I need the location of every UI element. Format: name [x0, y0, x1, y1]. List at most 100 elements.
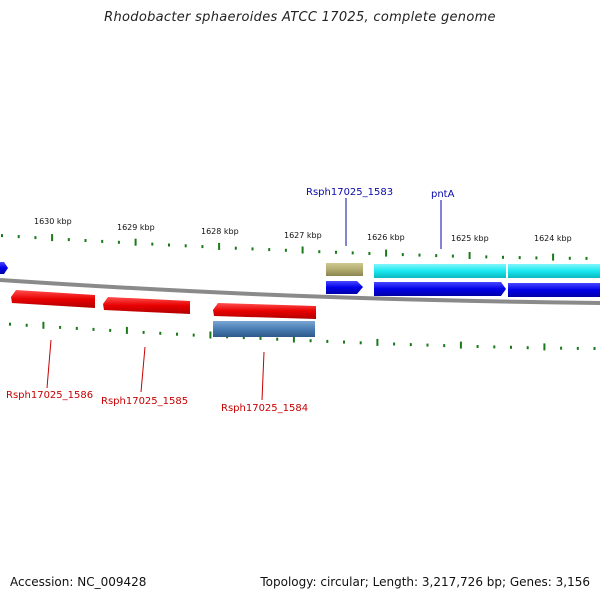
minor-tick	[443, 344, 446, 348]
genome-backbone	[0, 278, 600, 305]
major-tick	[51, 234, 54, 242]
minor-tick	[393, 342, 396, 346]
scale-label-1626: 1626 kbp	[367, 233, 405, 242]
minor-tick	[585, 256, 588, 260]
gene-label-rsph17025-1583[interactable]: Rsph17025_1583	[306, 187, 393, 198]
minor-tick	[359, 341, 362, 345]
major-tick	[543, 343, 546, 351]
minor-tick	[593, 347, 596, 350]
minor-tick	[510, 345, 512, 349]
major-tick	[292, 335, 295, 343]
gene-label-rsph17025-1586[interactable]: Rsph17025_1586	[6, 390, 93, 401]
minor-tick	[309, 339, 312, 343]
minor-tick	[576, 346, 579, 350]
gene-arrow-rsph17025-1584[interactable]	[213, 303, 316, 319]
minor-tick	[201, 245, 204, 249]
leader-rsph17025-1585	[140, 346, 146, 393]
scale-label-1630: 1630 kbp	[34, 217, 72, 226]
minor-tick	[117, 240, 120, 244]
minor-tick	[84, 239, 87, 242]
gene-arrow-rsph17025-1585[interactable]	[103, 297, 190, 314]
minor-tick	[92, 327, 95, 331]
minor-tick	[284, 248, 287, 252]
minor-tick	[1, 234, 3, 238]
minor-tick	[318, 250, 321, 254]
gene-arrow-rsph17025-1586[interactable]	[11, 290, 95, 308]
minor-tick	[568, 256, 571, 260]
major-tick	[209, 331, 212, 339]
strand-features	[11, 281, 600, 337]
scale-label-1624: 1624 kbp	[534, 234, 572, 243]
major-tick	[218, 242, 221, 250]
gene-label-rsph17025-1584[interactable]: Rsph17025_1584	[221, 403, 308, 414]
minor-tick	[435, 254, 438, 258]
minor-tick	[268, 248, 271, 252]
minor-tick	[409, 343, 412, 347]
forward-features	[0, 262, 600, 278]
gene-label-pntA[interactable]: pntA	[431, 189, 455, 200]
minor-tick	[476, 345, 479, 348]
scale-label-1625: 1625 kbp	[451, 234, 489, 243]
minor-tick	[560, 346, 563, 350]
scale-label-1629: 1629 kbp	[117, 223, 155, 232]
major-tick	[125, 326, 128, 334]
minor-tick	[485, 255, 488, 259]
minor-tick	[34, 236, 37, 240]
minor-tick	[426, 343, 429, 347]
minor-tick	[159, 331, 162, 335]
minor-tick	[9, 322, 11, 326]
major-tick	[552, 253, 555, 261]
minor-tick	[192, 333, 195, 337]
minor-tick	[184, 244, 187, 248]
minor-tick	[326, 339, 329, 343]
minor-tick	[67, 238, 70, 242]
major-tick	[301, 246, 304, 254]
minor-tick	[151, 242, 154, 246]
leader-rsph17025-1586	[46, 339, 52, 389]
scale-label-1628: 1628 kbp	[201, 227, 239, 236]
gene-arrow-pntA[interactable]	[374, 282, 506, 296]
minor-tick	[142, 330, 145, 334]
gene-arrow-blue-right[interactable]	[508, 283, 600, 297]
minor-tick	[518, 256, 521, 260]
minor-tick	[168, 243, 170, 247]
minor-tick	[109, 328, 112, 332]
minor-tick	[242, 336, 245, 340]
gene-block-steel[interactable]	[213, 321, 315, 337]
gene-block-cyan-right[interactable]	[508, 264, 600, 278]
major-tick	[134, 238, 137, 246]
minor-tick	[451, 254, 454, 258]
gene-block-cyan-left[interactable]	[374, 264, 506, 278]
minor-tick	[75, 326, 78, 330]
minor-tick	[176, 332, 178, 336]
scale-label-1627: 1627 kbp	[284, 231, 322, 240]
gene-arrow-blue-short[interactable]	[326, 281, 363, 294]
minor-tick	[535, 256, 538, 260]
minor-tick	[276, 337, 279, 341]
map-title: Rhodobacter sphaeroides ATCC 17025, comp…	[104, 10, 496, 25]
minor-tick	[251, 247, 254, 251]
minor-tick	[25, 323, 28, 327]
minor-tick	[502, 255, 504, 259]
scale-labels: 1630 kbp 1629 kbp 1628 kbp 1627 kbp 1626…	[34, 217, 572, 243]
gene-label-rsph17025-1585[interactable]: Rsph17025_1585	[101, 396, 188, 407]
major-tick	[468, 252, 471, 259]
minor-tick	[343, 340, 345, 344]
label-leaders	[46, 198, 442, 401]
gene-arrow-forward-partial[interactable]	[0, 262, 8, 274]
minor-tick	[259, 336, 262, 340]
minor-tick	[493, 345, 496, 349]
minor-tick	[101, 239, 104, 243]
leader-rsph17025-1584	[261, 351, 265, 401]
gene-block-rsph17025-1583[interactable]	[326, 263, 363, 276]
minor-tick	[526, 346, 529, 350]
major-tick	[385, 249, 388, 257]
minor-tick	[368, 252, 371, 255]
minor-tick	[335, 250, 337, 254]
major-tick	[42, 321, 45, 329]
minor-tick	[401, 253, 404, 257]
genome-summary-text: Topology: circular; Length: 3,217,726 bp…	[260, 575, 590, 589]
major-tick	[459, 341, 462, 349]
accession-text: Accession: NC_009428	[10, 575, 147, 589]
